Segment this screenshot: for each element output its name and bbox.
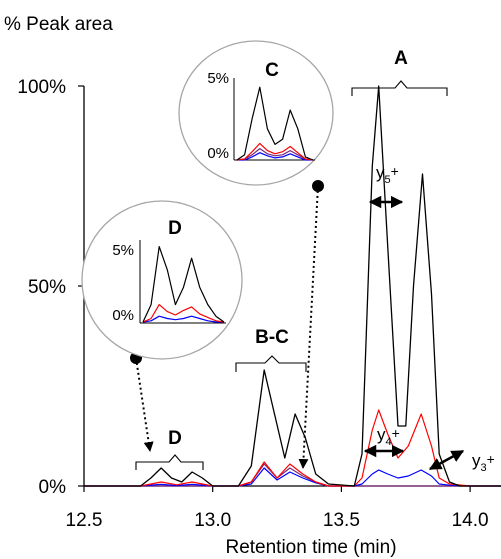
inset-c-tick-5: 5% bbox=[207, 70, 229, 87]
x-tick-label: 13.0 bbox=[194, 510, 231, 531]
inset-c-traces-series bbox=[236, 86, 314, 161]
inset-c-tick-0: 0% bbox=[207, 145, 229, 162]
inset-c: C 5% 0% bbox=[178, 40, 334, 186]
inset-d-traces-series bbox=[142, 304, 225, 323]
bracket-a bbox=[351, 80, 448, 96]
series-line-0 bbox=[84, 85, 501, 487]
label-y4: y4+ bbox=[377, 425, 400, 448]
bracket-d bbox=[135, 454, 204, 470]
label-d: D bbox=[168, 428, 182, 449]
arrow-y3 bbox=[428, 449, 465, 471]
y-tick-label: 0% bbox=[39, 477, 67, 498]
y-tick-label: 50% bbox=[28, 277, 66, 298]
x-tick-label: 13.5 bbox=[323, 510, 360, 531]
inset-d: D 5% 0% bbox=[81, 200, 243, 360]
label-y5: y5+ bbox=[376, 163, 399, 186]
y-axis-label: % Peak area bbox=[4, 14, 113, 35]
label-y3: y3+ bbox=[472, 451, 495, 474]
x-axis-label: Retention time (min) bbox=[225, 537, 396, 558]
inset-d-tick-5: 5% bbox=[112, 242, 134, 259]
series-line-1 bbox=[84, 409, 501, 487]
inset-d-label: D bbox=[168, 218, 182, 239]
x-tick-label: 14.0 bbox=[452, 510, 489, 531]
inset-c-label: C bbox=[265, 60, 279, 81]
x-tick-label: 12.5 bbox=[66, 510, 103, 531]
callout-line-d bbox=[130, 352, 154, 452]
callout-line-c bbox=[298, 180, 324, 469]
inset-d-traces-series bbox=[142, 246, 225, 323]
inset-d-tick-0: 0% bbox=[112, 307, 134, 324]
inset-c-traces-series bbox=[236, 142, 314, 161]
y-tick-label: 100% bbox=[17, 77, 66, 98]
inset-c-traces-series bbox=[236, 148, 314, 161]
inset-c-traces-series bbox=[237, 152, 313, 161]
bracket-bc bbox=[235, 355, 307, 372]
label-bc: B-C bbox=[255, 327, 289, 348]
label-a: A bbox=[394, 48, 408, 69]
inset-d-traces-series bbox=[142, 315, 224, 323]
